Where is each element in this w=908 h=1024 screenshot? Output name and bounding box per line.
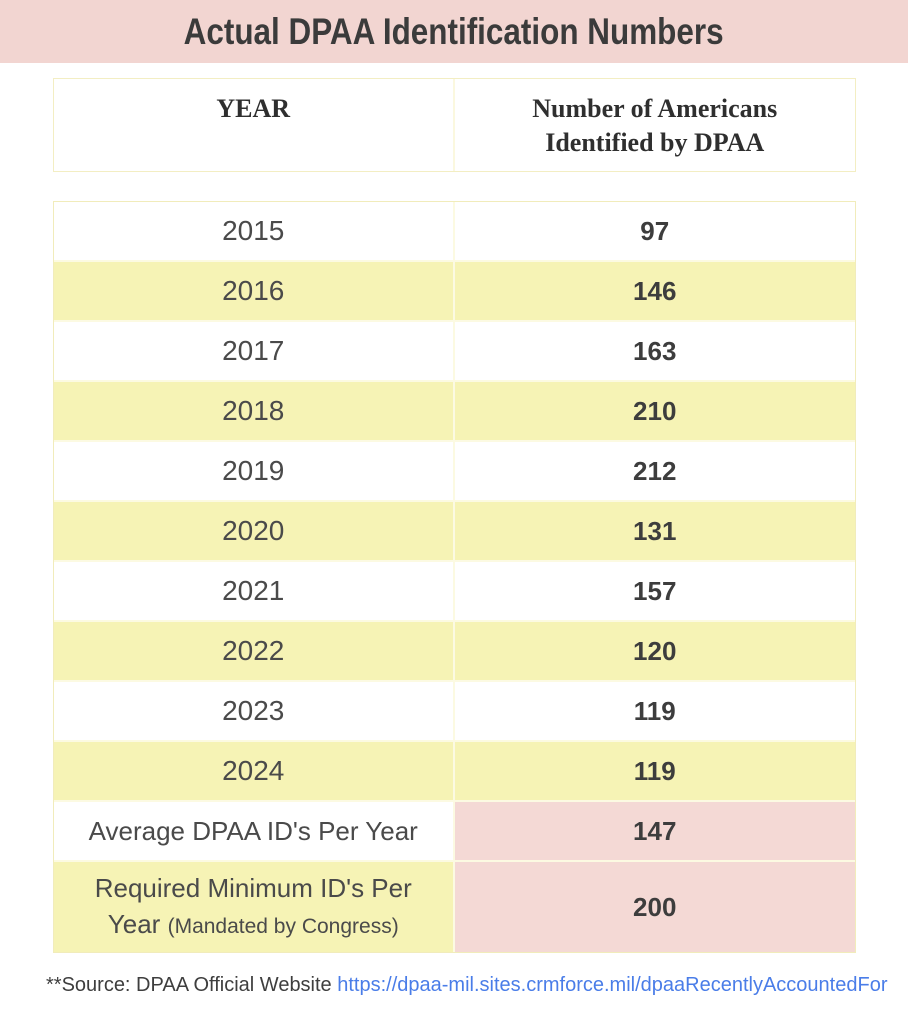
source-prefix: **Source: DPAA Official Website [46,974,332,996]
summary-row-required-minimum: Required Minimum ID's Per Year (Mandated… [54,862,855,952]
table-row: 2016 146 [54,262,855,322]
source-link[interactable]: https://dpaa-mil.sites.crmforce.mil/dpaa… [337,974,888,996]
value-cell: 119 [454,682,855,742]
value-cell: 212 [454,442,855,502]
summary-label-text: Required Minimum ID's Per Year [94,872,412,939]
year-cell: 2018 [54,382,455,442]
year-cell: 2020 [54,502,455,562]
summary-label-note: (Mandated by Congress) [167,914,399,938]
year-cell: 2017 [54,322,455,382]
value-cell: 146 [454,262,855,322]
table-row: 2021 157 [54,562,855,622]
year-cell: 2015 [54,202,455,262]
table-header-row: YEAR Number of Americans Identified by D… [53,78,856,172]
column-header-year: YEAR [54,79,455,171]
value-cell: 210 [454,382,855,442]
summary-row-average: Average DPAA ID's Per Year 147 [54,802,855,862]
summary-value: 147 [454,802,855,862]
column-header-number-line2: Identified by DPAA [545,128,765,157]
column-header-number: Number of Americans Identified by DPAA [455,79,856,171]
year-cell: 2024 [54,742,455,802]
table-row: 2024 119 [54,742,855,802]
table-row: 2017 163 [54,322,855,382]
value-cell: 97 [454,202,855,262]
year-cell: 2023 [54,682,455,742]
value-cell: 163 [454,322,855,382]
year-cell: 2022 [54,622,455,682]
year-cell: 2016 [54,262,455,322]
table-row: 2019 212 [54,442,855,502]
title-banner: Actual DPAA Identification Numbers [0,0,908,63]
value-cell: 120 [454,622,855,682]
table-row: 2020 131 [54,502,855,562]
table-row: 2022 120 [54,622,855,682]
year-cell: 2019 [54,442,455,502]
column-header-number-line1: Number of Americans [532,94,778,123]
summary-label: Required Minimum ID's Per Year (Mandated… [54,862,455,952]
year-cell: 2021 [54,562,455,622]
table-row: 2015 97 [54,202,855,262]
table-row: 2018 210 [54,382,855,442]
value-cell: 157 [454,562,855,622]
table-row: 2023 119 [54,682,855,742]
value-cell: 131 [454,502,855,562]
value-cell: 119 [454,742,855,802]
source-footnote: **Source: DPAA Official Website https://… [46,974,908,997]
dpaa-id-table: 2015 97 2016 146 2017 163 2018 210 2019 … [53,201,856,953]
summary-value: 200 [454,862,855,952]
summary-label: Average DPAA ID's Per Year [54,802,455,862]
page-title: Actual DPAA Identification Numbers [184,10,724,52]
